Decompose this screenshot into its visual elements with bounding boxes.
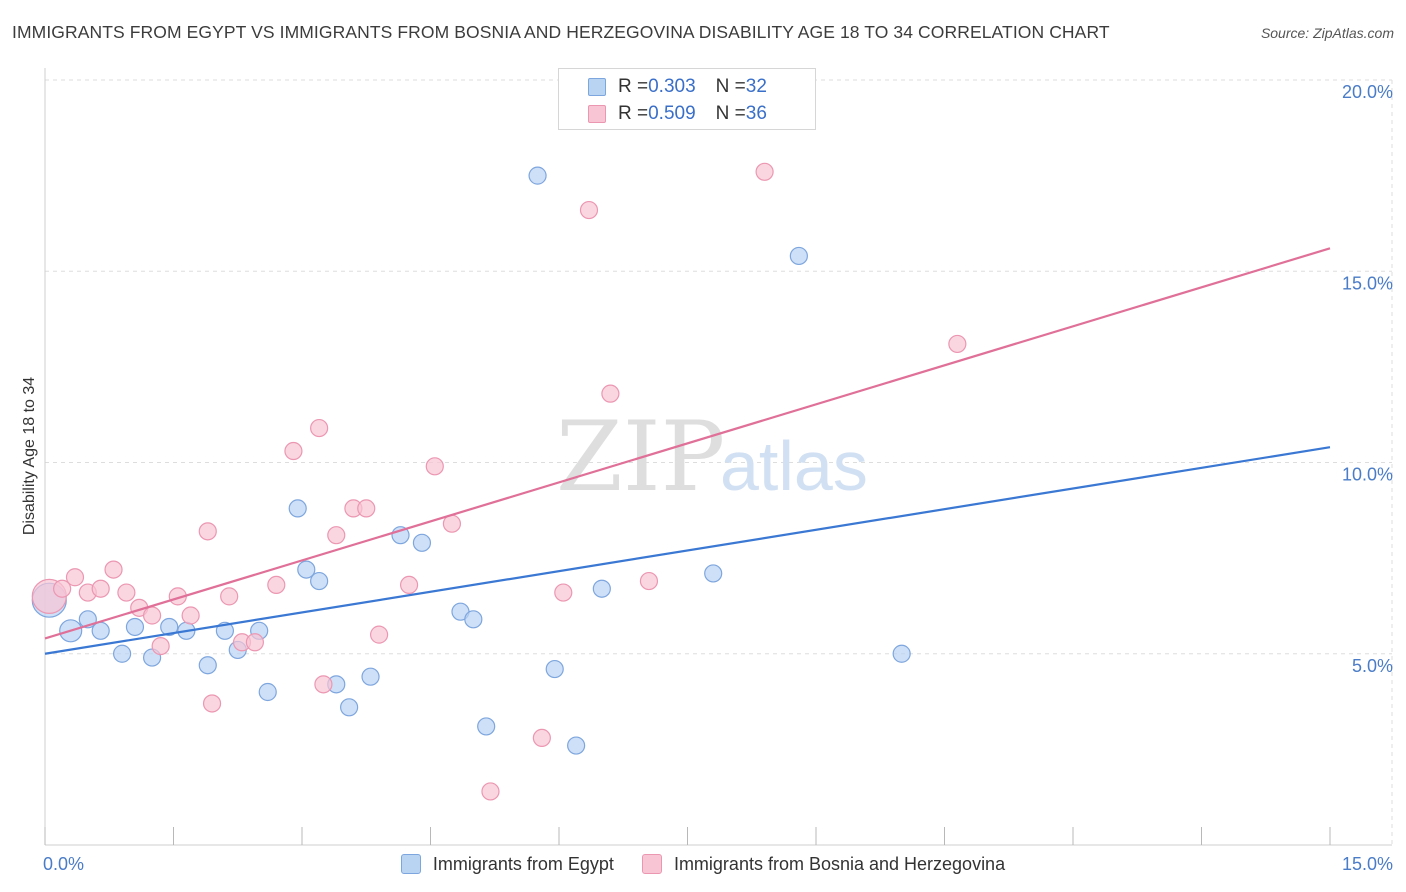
legend-row-bosnia: R = 0.509 N = 36: [559, 101, 767, 127]
legend-n-label: N =: [715, 76, 746, 97]
legend-swatch-egypt: [588, 78, 606, 96]
y-tick-label: 5.0%: [1352, 656, 1393, 676]
point-bosnia-8: [142, 606, 162, 625]
point-egypt-23: [464, 610, 483, 629]
y-tick-labels: 5.0% 10.0% 15.0% 20.0%: [1342, 82, 1393, 676]
point-bosnia-1: [53, 579, 72, 598]
legend-n-value: 32: [745, 76, 767, 97]
point-bosnia-5: [104, 560, 123, 579]
point-bosnia-20: [314, 675, 333, 694]
point-bosnia-32: [601, 384, 620, 403]
legend-r-label: R =: [618, 103, 649, 124]
point-egypt-31: [892, 644, 911, 663]
legend-r-value: 0.303: [648, 76, 696, 97]
point-egypt-30: [789, 246, 808, 266]
y-axis-label: Disability Age 18 to 34: [21, 377, 38, 535]
legend-item-egypt: Immigrants from Egypt: [400, 853, 614, 875]
point-bosnia-19: [310, 418, 329, 438]
legend-n-value: 36: [745, 103, 767, 124]
point-bosnia-17: [267, 575, 286, 595]
legend-swatch-bosnia: [641, 854, 662, 874]
y-tick-label: 15.0%: [1342, 273, 1393, 293]
point-egypt-4: [112, 644, 132, 663]
x-tick-label: 15.0%: [1342, 854, 1393, 874]
point-egypt-28: [592, 579, 611, 598]
point-egypt-19: [361, 667, 380, 686]
point-bosnia-31: [579, 200, 599, 220]
point-bosnia-9: [151, 636, 170, 656]
point-egypt-18: [340, 698, 359, 717]
data-points: [31, 162, 967, 801]
point-bosnia-13: [202, 694, 222, 713]
point-bosnia-33: [639, 571, 659, 591]
point-bosnia-34: [755, 162, 774, 181]
point-bosnia-6: [117, 583, 136, 602]
point-bosnia-35: [948, 334, 967, 354]
point-bosnia-24: [370, 625, 389, 644]
point-bosnia-11: [181, 606, 200, 625]
x-tick-label: 0.0%: [43, 854, 84, 874]
axes: [44, 68, 1392, 846]
point-bosnia-18: [284, 441, 303, 461]
legend-row-egypt: R = 0.303 N = 32: [559, 74, 767, 100]
trend-line-bosnia: [44, 247, 1331, 640]
watermark-atlas: atlas: [720, 427, 868, 505]
watermark: ZIP atlas: [556, 401, 868, 513]
point-egypt-25: [528, 166, 547, 185]
point-egypt-5: [125, 617, 145, 637]
point-egypt-24: [477, 717, 496, 736]
chart-title: IMMIGRANTS FROM EGYPT VS IMMIGRANTS FROM…: [12, 22, 1110, 42]
y-tick-label: 10.0%: [1342, 465, 1393, 485]
point-bosnia-25: [399, 575, 419, 595]
point-egypt-16: [310, 571, 329, 591]
point-bosnia-4: [91, 579, 110, 598]
source-label: Source: ZipAtlas.com: [1260, 25, 1394, 41]
legend-r-label: R =: [618, 76, 649, 97]
point-bosnia-29: [532, 728, 551, 748]
trend-lines: [44, 247, 1331, 655]
legend-label-bosnia: Immigrants from Bosnia and Herzegovina: [673, 853, 1006, 874]
point-bosnia-21: [327, 526, 346, 545]
point-bosnia-16: [245, 633, 264, 652]
point-egypt-21: [412, 533, 432, 552]
point-bosnia-23: [357, 499, 376, 518]
point-bosnia-30: [554, 583, 573, 602]
legend-label-egypt: Immigrants from Egypt: [432, 853, 614, 874]
point-egypt-29: [704, 564, 723, 583]
point-egypt-15: [297, 560, 316, 579]
x-tick-labels: 0.0% 15.0%: [43, 854, 1393, 874]
point-egypt-26: [545, 659, 564, 679]
point-bosnia-26: [425, 457, 444, 476]
point-bosnia-12: [198, 522, 217, 541]
point-egypt-14: [288, 499, 307, 518]
point-bosnia-2: [65, 568, 85, 587]
point-bosnia-14: [220, 587, 239, 606]
legend-r-value: 0.509: [648, 103, 696, 124]
y-tick-label: 20.0%: [1342, 82, 1393, 102]
series-legend: Immigrants from Egypt Immigrants from Bo…: [0, 850, 1406, 878]
point-egypt-13: [258, 682, 277, 702]
point-egypt-27: [567, 736, 586, 755]
legend-swatch-egypt: [400, 854, 421, 874]
trend-line-egypt: [44, 446, 1331, 655]
point-bosnia-28: [481, 782, 500, 801]
legend-n-label: N =: [715, 103, 746, 124]
legend-swatch-bosnia: [588, 105, 606, 123]
correlation-legend: R = 0.303 N = 32 R = 0.509 N = 36: [558, 68, 816, 130]
legend-item-bosnia: Immigrants from Bosnia and Herzegovina: [641, 853, 1006, 875]
point-egypt-9: [198, 656, 217, 675]
point-egypt-7: [160, 617, 179, 637]
point-egypt-3: [91, 621, 110, 640]
